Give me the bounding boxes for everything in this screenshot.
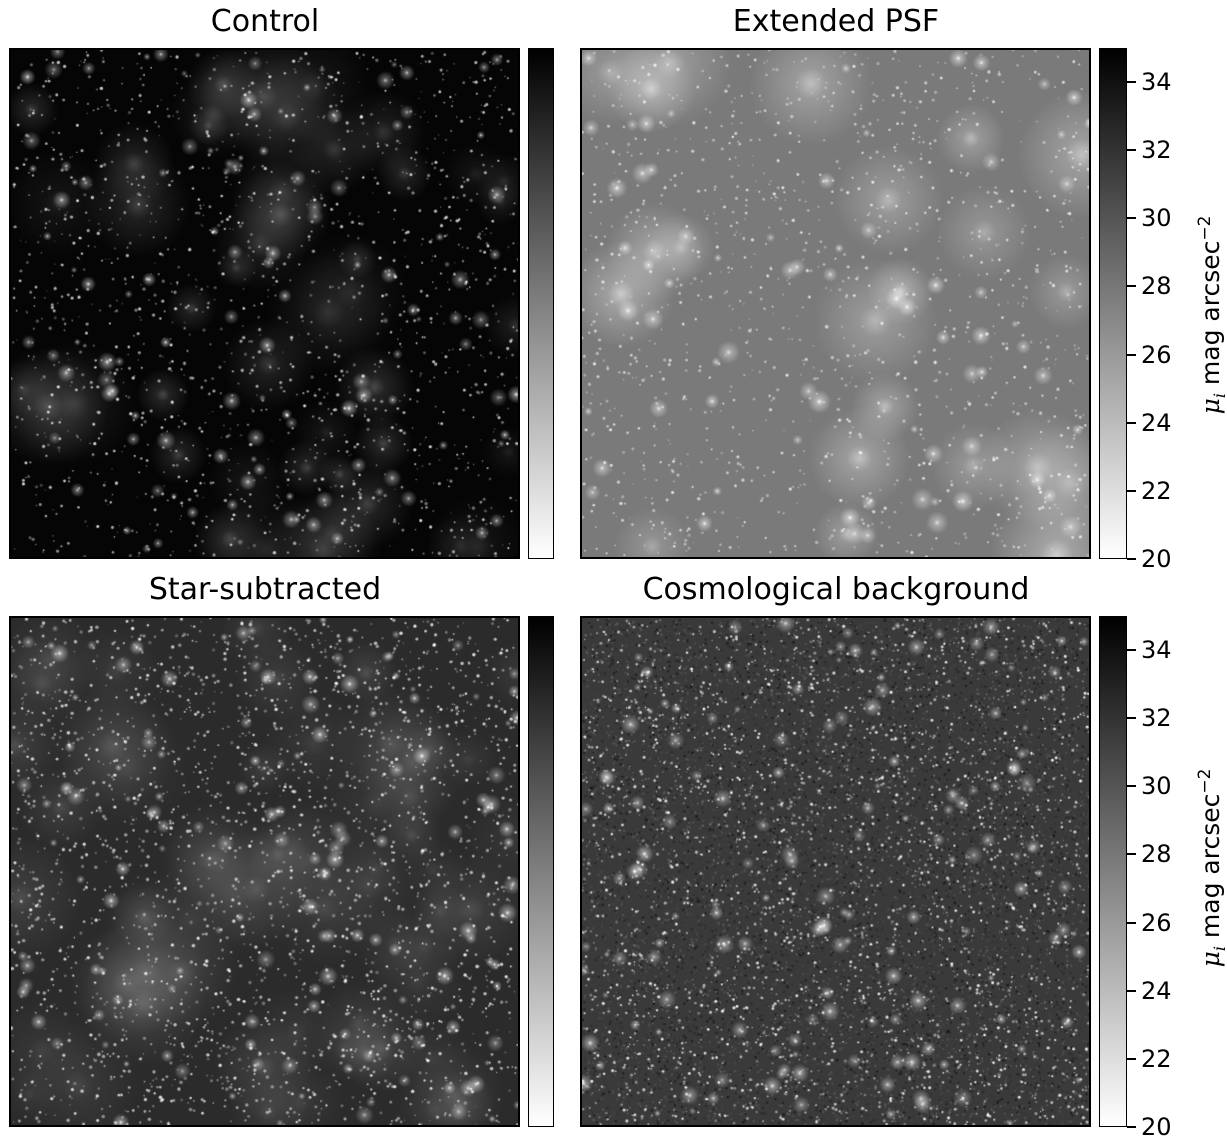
colorbar-tick-mark bbox=[1127, 353, 1136, 356]
colorbar-tick-label: 28 bbox=[1141, 840, 1172, 869]
colorbar-tick-label: 34 bbox=[1141, 636, 1172, 665]
colorbar-label-symbol: μ bbox=[1196, 398, 1225, 415]
colorbar-label-symbol: μ bbox=[1196, 951, 1225, 968]
colorbar-tick-label: 22 bbox=[1141, 1044, 1172, 1073]
image-panel-star-subtracted bbox=[9, 616, 520, 1127]
panel-title-star-subtracted: Star-subtracted bbox=[148, 572, 382, 607]
colorbar-label-text: mag arcsec bbox=[1196, 793, 1225, 939]
colorbar-tick-mark bbox=[1127, 1126, 1136, 1128]
colorbar-label-subscript: i bbox=[1210, 393, 1227, 398]
colorbar-tick-mark bbox=[1127, 989, 1136, 992]
colorbar-label-text: mag arcsec bbox=[1196, 240, 1225, 386]
panel-title-extended-psf: Extended PSF bbox=[732, 4, 940, 39]
colorbar-top-left bbox=[528, 48, 554, 559]
colorbar-tick-label: 20 bbox=[1141, 1113, 1172, 1141]
colorbar-tick-mark bbox=[1127, 149, 1136, 152]
colorbar-bottom-right bbox=[1099, 616, 1127, 1127]
colorbar-tick-mark bbox=[1127, 1057, 1136, 1060]
colorbar-tick-label: 32 bbox=[1141, 704, 1172, 733]
colorbar-tick-mark bbox=[1127, 649, 1136, 652]
image-canvas-star-subtracted bbox=[11, 618, 518, 1125]
colorbar-tick-mark bbox=[1127, 853, 1136, 856]
colorbar-tick-mark bbox=[1127, 81, 1136, 84]
colorbar-top-right bbox=[1099, 48, 1127, 559]
image-panel-control bbox=[9, 48, 520, 559]
colorbar-tick-label: 26 bbox=[1141, 908, 1172, 937]
image-canvas-extended-psf bbox=[582, 50, 1089, 557]
colorbar-tick-mark bbox=[1127, 421, 1136, 424]
image-canvas-control bbox=[11, 50, 518, 557]
colorbar-label-subscript: i bbox=[1210, 946, 1227, 951]
colorbar-tick-label: 20 bbox=[1141, 545, 1172, 573]
image-panel-extended-psf bbox=[580, 48, 1091, 559]
image-panel-cosmological-background bbox=[580, 616, 1091, 1127]
colorbar-tick-mark bbox=[1127, 921, 1136, 924]
colorbar-tick-mark bbox=[1127, 489, 1136, 492]
colorbar-label-bottom: μi mag arcsec−2 bbox=[1195, 738, 1227, 998]
colorbar-tick-label: 30 bbox=[1141, 204, 1172, 233]
colorbar-tick-mark bbox=[1127, 717, 1136, 720]
colorbar-tick-label: 30 bbox=[1141, 772, 1172, 801]
colorbar-label-exponent: −2 bbox=[1195, 215, 1215, 241]
colorbar-tick-mark bbox=[1127, 558, 1136, 560]
colorbar-tick-label: 24 bbox=[1141, 976, 1172, 1005]
image-canvas-cosmological-background bbox=[582, 618, 1089, 1125]
colorbar-tick-label: 24 bbox=[1141, 408, 1172, 437]
colorbar-tick-label: 22 bbox=[1141, 476, 1172, 505]
colorbar-bottom-left bbox=[528, 616, 554, 1127]
colorbar-tick-mark bbox=[1127, 785, 1136, 788]
panel-title-control: Control bbox=[210, 4, 320, 39]
colorbar-tick-label: 28 bbox=[1141, 272, 1172, 301]
colorbar-label-exponent: −2 bbox=[1195, 768, 1215, 794]
colorbar-tick-label: 26 bbox=[1141, 340, 1172, 369]
colorbar-tick-mark bbox=[1127, 217, 1136, 220]
panel-title-cosmological-background: Cosmological background bbox=[642, 572, 1030, 607]
colorbar-tick-mark bbox=[1127, 285, 1136, 288]
colorbar-tick-label: 34 bbox=[1141, 68, 1172, 97]
colorbar-tick-label: 32 bbox=[1141, 136, 1172, 165]
colorbar-label-top: μi mag arcsec−2 bbox=[1195, 185, 1227, 445]
